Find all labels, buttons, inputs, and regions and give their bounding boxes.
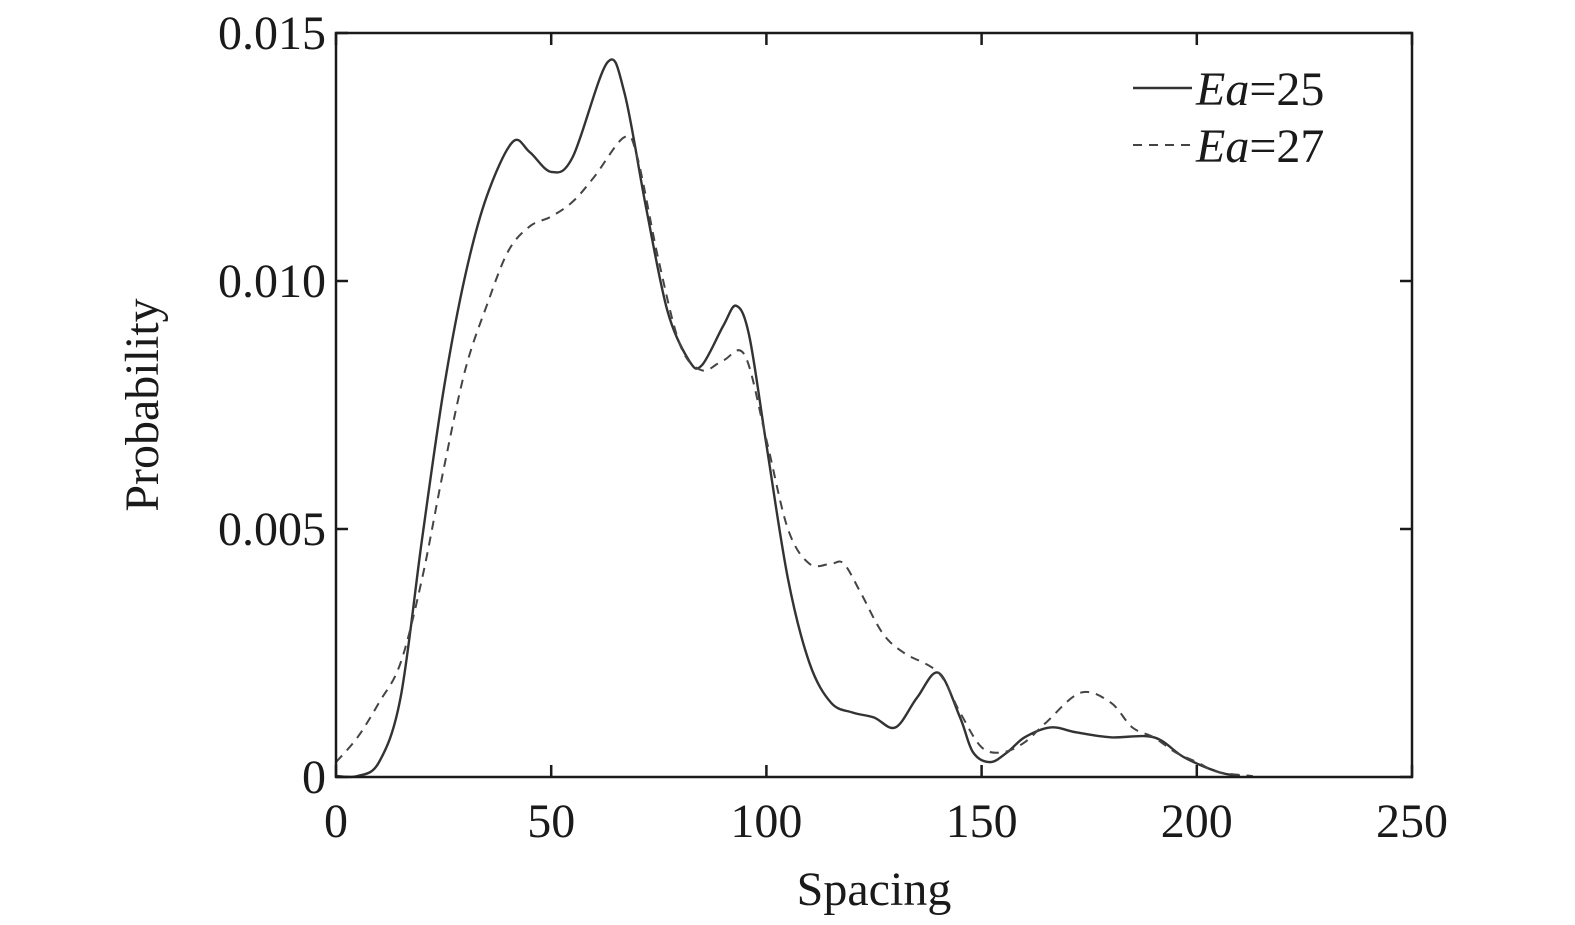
y-tick-label: 0.010 [218,255,326,308]
series-line-2 [335,134,1253,777]
y-tick-label: 0.015 [218,7,326,60]
legend-value-2: =27 [1249,120,1324,173]
legend-value-1: =25 [1249,63,1324,116]
x-tick-label: 0 [324,795,348,848]
x-tick-label: 250 [1376,795,1448,848]
y-tick-label: 0 [302,751,326,804]
x-tick-label: 200 [1161,795,1233,848]
y-tick-label: 0.005 [218,503,326,556]
x-axis-ticks: 0 50 100 150 200 250 [324,33,1448,848]
plot-frame [334,31,1414,779]
series-line-1 [335,58,1241,779]
x-tick-label: 50 [527,795,575,848]
x-tick-label: 100 [730,795,802,848]
series-layer [335,58,1253,779]
x-tick-label: 150 [946,795,1018,848]
legend-var-2: Ea [1195,120,1249,173]
x-axis-title: Spacing [797,863,952,916]
y-axis-ticks: 0 0.005 0.010 0.015 [218,7,1412,804]
legend-var-1: Ea [1195,63,1249,116]
legend-label-1: Ea=25 [1195,63,1324,116]
y-axis-title: Probability [116,298,169,511]
legend-label-2: Ea=27 [1195,120,1324,173]
